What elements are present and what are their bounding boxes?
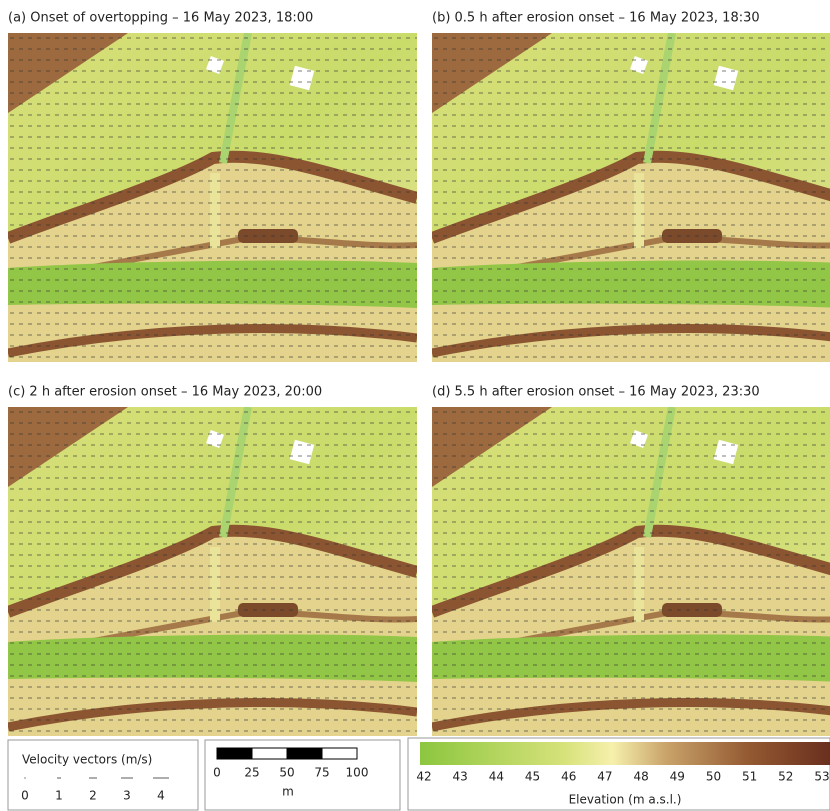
scale-segment (322, 748, 357, 759)
elevation-label: 42 (416, 770, 431, 784)
velocity-label: 1 (55, 789, 63, 803)
elevation-label: 44 (489, 770, 504, 784)
panel-title: (d) 5.5 h after erosion onset – 16 May 2… (432, 385, 760, 400)
elevation-label: 43 (453, 770, 468, 784)
velocity-label: 2 (89, 789, 97, 803)
scale-segment (287, 748, 322, 759)
vector-sample (24, 777, 25, 778)
map-panel (8, 407, 417, 736)
scale-label: 75 (314, 766, 329, 780)
figure: (a) Onset of overtopping – 16 May 2023, … (0, 0, 830, 811)
velocity-label: 3 (123, 789, 131, 803)
elevation-title: Elevation (m a.s.l.) (569, 793, 682, 807)
scale-unit: m (282, 785, 294, 799)
elevation-label: 53 (814, 770, 829, 784)
elevation-label: 47 (597, 770, 612, 784)
elevation-label: 50 (706, 770, 721, 784)
colorbar (420, 742, 830, 765)
elevation-label: 45 (525, 770, 540, 784)
velocity-label: 4 (157, 789, 165, 803)
velocity-legend-title: Velocity vectors (m/s) (22, 753, 152, 767)
panels: (a) Onset of overtopping – 16 May 2023, … (8, 11, 830, 737)
panel-title: (b) 0.5 h after erosion onset – 16 May 2… (432, 11, 760, 26)
map-panel (432, 407, 830, 736)
elevation-label: 52 (778, 770, 793, 784)
scale-label: 50 (279, 766, 294, 780)
scale-label: 25 (244, 766, 259, 780)
panel-title: (a) Onset of overtopping – 16 May 2023, … (8, 11, 313, 26)
velocity-legend-box (8, 740, 198, 810)
scale-label: 0 (213, 766, 221, 780)
elevation-label: 51 (742, 770, 757, 784)
elevation-label: 49 (670, 770, 685, 784)
scale-segment (217, 748, 252, 759)
map-panel (432, 33, 830, 362)
scale-segment (252, 748, 287, 759)
elevation-label: 48 (633, 770, 648, 784)
scale-label: 100 (346, 766, 369, 780)
panel-title: (c) 2 h after erosion onset – 16 May 202… (8, 385, 322, 400)
velocity-label: 0 (21, 789, 29, 803)
elevation-label: 46 (561, 770, 576, 784)
map-panel (8, 33, 417, 362)
